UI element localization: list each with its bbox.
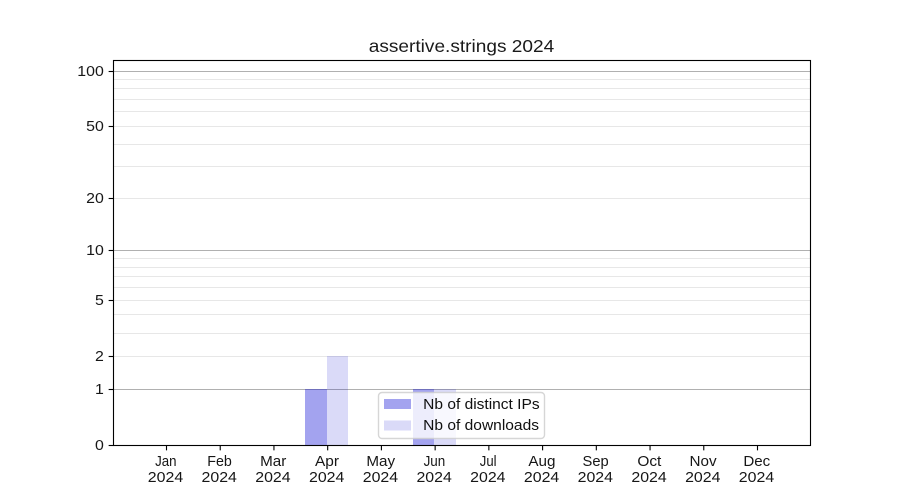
svg-text:Oct: Oct xyxy=(637,454,661,470)
svg-text:Sep: Sep xyxy=(583,454,609,470)
svg-text:Jun: Jun xyxy=(424,454,446,470)
svg-text:5: 5 xyxy=(95,293,104,309)
svg-text:20: 20 xyxy=(86,191,104,207)
svg-text:2024: 2024 xyxy=(470,470,505,486)
svg-text:2024: 2024 xyxy=(631,470,666,486)
svg-text:2024: 2024 xyxy=(685,470,720,486)
svg-text:Jan: Jan xyxy=(155,454,176,470)
svg-text:Nb of downloads: Nb of downloads xyxy=(423,418,539,434)
svg-text:Apr: Apr xyxy=(315,454,339,470)
svg-text:2024: 2024 xyxy=(148,470,183,486)
svg-text:Mar: Mar xyxy=(260,454,286,470)
svg-text:Nb of distinct IPs: Nb of distinct IPs xyxy=(423,397,539,413)
svg-text:50: 50 xyxy=(86,119,104,135)
svg-text:May: May xyxy=(366,454,395,470)
svg-text:Jul: Jul xyxy=(480,454,497,470)
svg-text:2: 2 xyxy=(95,349,104,365)
svg-text:Dec: Dec xyxy=(743,454,770,470)
svg-text:100: 100 xyxy=(77,64,104,80)
svg-text:2024: 2024 xyxy=(416,470,451,486)
svg-text:2024: 2024 xyxy=(524,470,559,486)
svg-text:10: 10 xyxy=(86,243,104,259)
svg-text:2024: 2024 xyxy=(578,470,613,486)
svg-text:2024: 2024 xyxy=(255,470,290,486)
svg-text:2024: 2024 xyxy=(202,470,237,486)
svg-text:1: 1 xyxy=(95,382,104,398)
svg-text:Feb: Feb xyxy=(207,454,232,470)
svg-text:2024: 2024 xyxy=(309,470,344,486)
svg-text:Aug: Aug xyxy=(528,454,555,470)
svg-text:2024: 2024 xyxy=(363,470,398,486)
svg-text:assertive.strings 2024: assertive.strings 2024 xyxy=(369,36,555,56)
svg-text:0: 0 xyxy=(95,438,104,454)
svg-text:2024: 2024 xyxy=(739,470,774,486)
svg-text:Nov: Nov xyxy=(690,454,718,470)
